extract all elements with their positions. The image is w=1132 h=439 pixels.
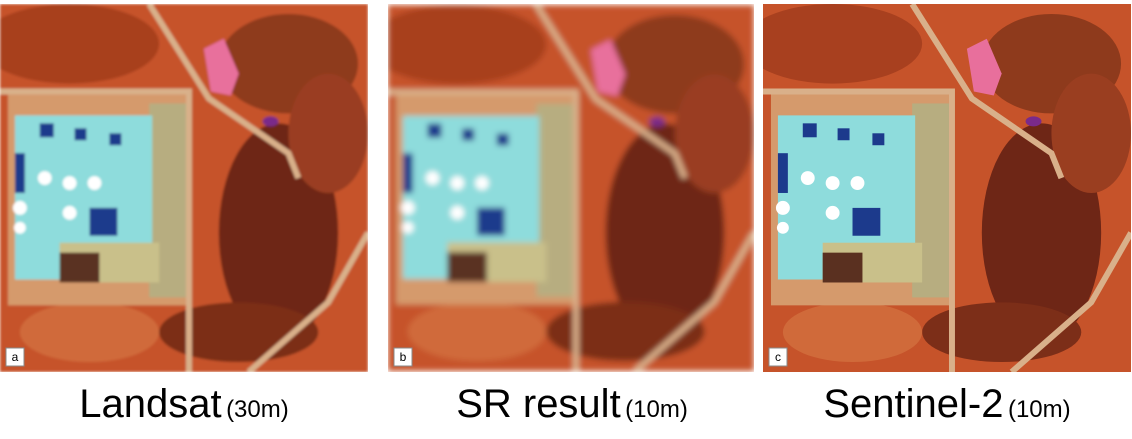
caption: Landsat (30m) bbox=[0, 382, 368, 427]
image: b bbox=[388, 4, 754, 372]
panel: c bbox=[763, 4, 1131, 372]
caption: SR result (10m) bbox=[388, 382, 756, 427]
panel: b bbox=[388, 4, 756, 372]
panel: a bbox=[0, 4, 368, 372]
caption-resolution: (10m) bbox=[625, 396, 688, 423]
panel-tag: b bbox=[400, 350, 407, 364]
figure: a b c Landsat (30m) SR result (10m) Sent… bbox=[0, 0, 1132, 439]
panel-tag: c bbox=[775, 350, 781, 364]
caption-resolution: (10m) bbox=[1008, 396, 1071, 423]
caption-resolution: (30m) bbox=[226, 396, 289, 423]
image: a bbox=[0, 4, 368, 372]
caption-title: Landsat bbox=[79, 382, 221, 426]
image: c bbox=[763, 4, 1131, 372]
caption: Sentinel-2 (10m) bbox=[763, 382, 1131, 427]
panel-tag: a bbox=[12, 350, 19, 364]
caption-title: Sentinel-2 bbox=[823, 382, 1003, 426]
caption-title: SR result bbox=[456, 382, 621, 426]
